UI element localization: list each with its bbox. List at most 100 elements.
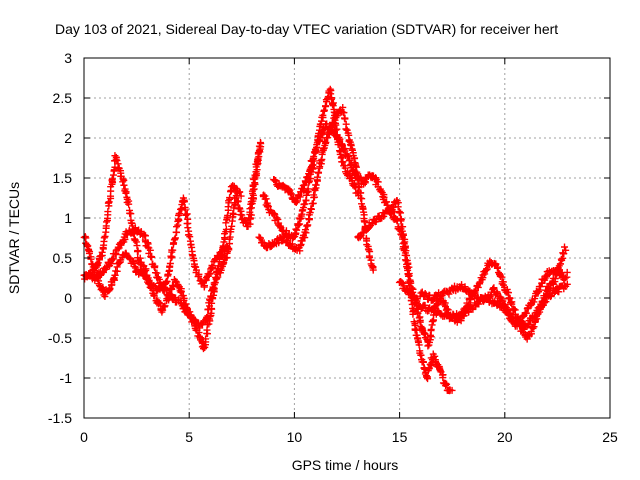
data-point: [255, 233, 263, 241]
data-point: [563, 268, 571, 276]
series-track: [416, 265, 571, 330]
data-point: [563, 280, 571, 288]
data-point: [226, 194, 234, 202]
data-point: [322, 138, 330, 146]
data-point: [302, 229, 310, 237]
series-track: [270, 120, 456, 395]
y-tick-label: 1: [64, 210, 72, 226]
y-tick-label: 0.5: [53, 250, 73, 266]
data-point: [217, 266, 225, 274]
data-point: [524, 320, 532, 328]
data-point: [494, 263, 502, 271]
data-point: [134, 247, 142, 255]
data-point: [311, 185, 319, 193]
data-point: [125, 200, 133, 208]
data-point: [428, 318, 436, 326]
data-point: [272, 176, 280, 184]
data-point: [415, 341, 423, 349]
data-point: [322, 102, 330, 110]
data-point: [313, 144, 321, 152]
data-point: [297, 212, 305, 220]
data-point: [181, 203, 189, 211]
data-point: [303, 174, 311, 182]
data-point: [256, 234, 264, 242]
y-tick-label: 0: [64, 290, 72, 306]
data-point: [127, 210, 135, 218]
data-point: [204, 312, 212, 320]
data-point: [186, 233, 194, 241]
data-point: [256, 143, 264, 151]
data-point: [98, 248, 106, 256]
data-point: [293, 226, 301, 234]
series-track: [354, 197, 570, 350]
series-track: [81, 139, 265, 295]
data-point: [347, 142, 355, 150]
data-point: [339, 103, 347, 111]
data-point: [301, 200, 309, 208]
data-point: [246, 220, 254, 228]
series-track: [395, 278, 571, 331]
data-point: [225, 246, 233, 254]
data-point: [169, 240, 177, 248]
data-point: [293, 197, 301, 205]
data-point: [562, 246, 570, 254]
data-point: [344, 152, 352, 160]
data-point: [466, 288, 474, 296]
data-point: [429, 296, 437, 304]
data-point: [291, 230, 299, 238]
data-point: [421, 289, 429, 297]
data-point: [133, 242, 141, 250]
data-point: [87, 255, 95, 263]
data-point: [252, 172, 260, 180]
data-point: [131, 263, 139, 271]
data-point: [188, 251, 196, 259]
data-point: [402, 247, 410, 255]
data-point: [338, 141, 346, 149]
data-point: [536, 305, 544, 313]
data-point: [166, 260, 174, 268]
plot-frame: [83, 57, 611, 419]
data-point: [507, 299, 515, 307]
data-point: [146, 246, 154, 254]
data-point: [292, 198, 300, 206]
x-tick-label: 0: [80, 429, 88, 445]
data-point: [202, 335, 210, 343]
data-point: [176, 210, 184, 218]
data-point: [225, 197, 233, 205]
data-point: [313, 173, 321, 181]
data-point: [196, 324, 204, 332]
data-point: [348, 145, 356, 153]
data-point: [167, 252, 175, 260]
data-point: [407, 279, 415, 287]
data-point: [417, 351, 425, 359]
series-track: [255, 103, 377, 274]
data-point: [561, 243, 569, 251]
data-point: [530, 323, 538, 331]
data-point: [304, 221, 312, 229]
data-point: [209, 283, 217, 291]
data-point: [214, 273, 222, 281]
data-point: [320, 106, 328, 114]
data-point: [403, 252, 411, 260]
data-point: [501, 302, 509, 310]
data-point: [474, 283, 482, 291]
data-point: [327, 90, 335, 98]
data-point: [345, 156, 353, 164]
data-point: [247, 204, 255, 212]
data-point: [404, 285, 412, 293]
data-point: [346, 141, 354, 149]
data-point: [527, 330, 535, 338]
data-point: [237, 207, 245, 215]
y-tick-label: -1: [60, 370, 73, 386]
data-point: [286, 189, 294, 197]
y-tick-label: 2: [64, 130, 72, 146]
data-point: [530, 298, 538, 306]
data-point: [445, 290, 453, 298]
data-point: [405, 263, 413, 271]
data-point: [229, 210, 237, 218]
data-point: [184, 224, 192, 232]
data-point: [342, 125, 350, 133]
data-point: [192, 266, 200, 274]
data-point: [490, 284, 498, 292]
data-point: [310, 193, 318, 201]
